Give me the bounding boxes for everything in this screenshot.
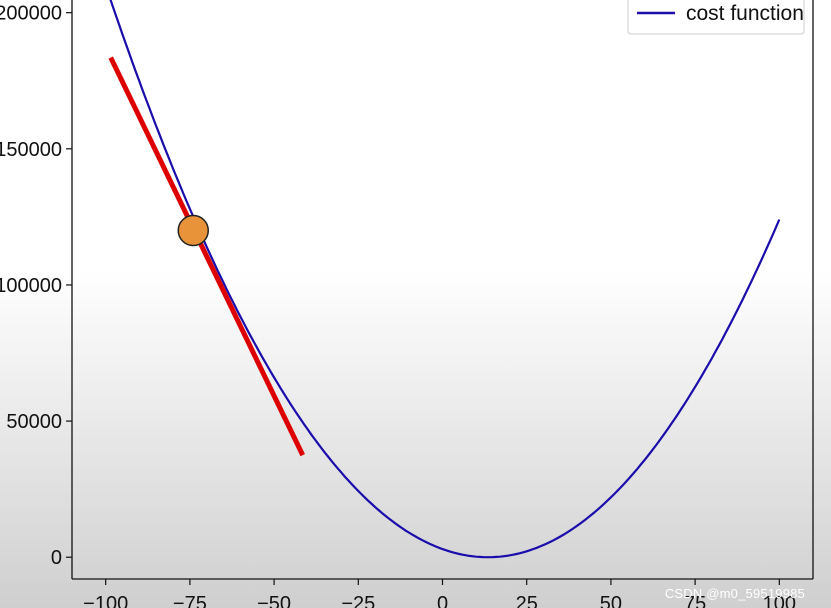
legend-box: [627, 0, 805, 35]
x-tick-label: 100: [763, 593, 796, 608]
current-point-marker: [177, 214, 210, 247]
legend-label-cost-function: cost function: [686, 2, 804, 25]
y-tick-label: 0: [51, 547, 62, 569]
watermark: CSDN @m0_59519985: [664, 586, 805, 601]
x-tick-label: 25: [516, 593, 538, 608]
x-tick-label: −100: [83, 593, 128, 608]
x-tick-label: −75: [173, 593, 207, 608]
y-tick-label: 50000: [6, 411, 62, 433]
x-tick-label: −25: [341, 593, 375, 608]
x-axis-ticks: −100 −75 −50 −25 0 25 50 75 100: [83, 579, 796, 608]
y-tick-label: 150000: [0, 139, 62, 161]
x-tick-label: 50: [600, 593, 622, 608]
x-tick-label: −50: [257, 593, 291, 608]
x-tick-label: 75: [684, 593, 706, 608]
y-tick-label: 100000: [0, 275, 62, 297]
y-axis-ticks: 0 50000 100000 150000 200000: [0, 3, 72, 569]
cost-function-line: [109, 0, 781, 559]
y-tick-label: 200000: [0, 3, 62, 25]
x-tick-label: 0: [437, 593, 448, 608]
legend: cost function: [627, 0, 805, 35]
axes: [71, 0, 814, 580]
tangent-line: [108, 56, 305, 457]
